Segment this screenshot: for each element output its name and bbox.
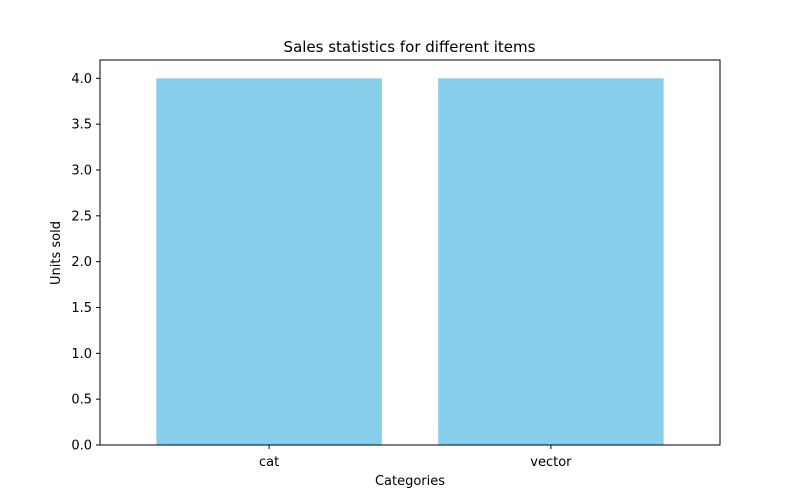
x-tick-label-cat: cat: [259, 455, 279, 470]
y-tick-label: 2.5: [71, 209, 92, 224]
x-axis: cat vector: [259, 445, 572, 470]
y-axis: 0.0 0.5 1.0 1.5 2.0 2.5 3.0 3.5 4.0: [71, 72, 100, 454]
y-tick-label: 3.0: [71, 164, 92, 179]
x-tick-label-vector: vector: [530, 455, 572, 470]
chart-title: Sales statistics for different items: [284, 38, 536, 56]
y-axis-label: Units sold: [49, 221, 64, 285]
y-tick-label: 0.0: [71, 439, 92, 454]
bars-group: [156, 78, 664, 445]
bar-cat: [156, 78, 382, 445]
plot-frame: [99, 59, 721, 446]
y-tick-label: 4.0: [71, 72, 92, 87]
y-tick-label: 2.0: [71, 255, 92, 270]
y-tick-label: 1.0: [71, 347, 92, 362]
x-axis-label: Categories: [375, 474, 445, 489]
y-tick-label: 1.5: [71, 301, 92, 316]
y-tick-label: 0.5: [71, 393, 92, 408]
y-tick-label: 3.5: [71, 118, 92, 133]
bar-vector: [438, 78, 664, 445]
